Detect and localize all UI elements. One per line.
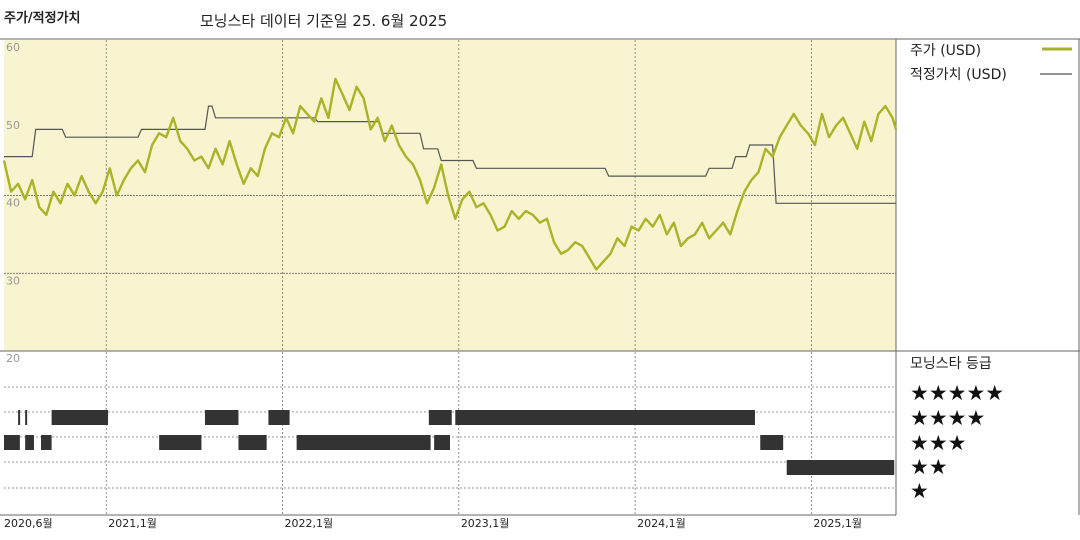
rating-bar-3-star (760, 435, 784, 450)
rating-bar-3-star (41, 435, 52, 450)
y-axis-ticks: 60 50 40 30 20 (6, 41, 20, 365)
x-tick-label: 2022,1월 (285, 517, 334, 530)
rating-4-stars: ★★★★ (910, 406, 985, 430)
fair-value-line (4, 105, 896, 204)
chart-subtitle: 모닝스타 데이터 기준일 25. 6월 2025 (200, 12, 448, 30)
rating-legend: 모닝스타 등급 ★★★★★ ★★★★ ★★★ ★★ ★ (910, 356, 1004, 503)
x-tick-label: 2023,1월 (461, 517, 510, 530)
rating-bar-2-star (786, 460, 895, 475)
rating-bars (4, 410, 895, 475)
rating-bar-4-star (428, 410, 452, 425)
rating-bar-3-star (296, 435, 431, 450)
y-tick-label: 60 (6, 41, 20, 54)
y-tick-label: 30 (6, 274, 20, 287)
rating-bar-4-star (204, 410, 239, 425)
rating-bar-4-star (455, 410, 755, 425)
rating-1-star: ★ (910, 479, 929, 503)
rating-bar-4-star (268, 410, 290, 425)
rating-3-stars: ★★★ (910, 431, 966, 455)
rating-bar-3-star (238, 435, 267, 450)
rating-bar-4-star (25, 410, 28, 425)
rating-bar-3-star (434, 435, 450, 450)
rating-5-stars: ★★★★★ (910, 381, 1004, 405)
rating-title: 모닝스타 등급 (910, 356, 992, 372)
x-tick-label: 2021,1월 (108, 517, 157, 530)
rating-bar-3-star (159, 435, 202, 450)
legend: 주가 (USD) 적정가치 (USD) (910, 43, 1072, 83)
x-tick-label: 2024,1월 (637, 517, 686, 530)
rating-2-stars: ★★ (910, 455, 948, 479)
y-tick-label: 50 (6, 119, 20, 132)
price-line (2, 77, 898, 271)
chart-frame (0, 38, 1080, 516)
y-tick-label: 20 (6, 352, 20, 365)
rating-bar-3-star (25, 435, 34, 450)
chart-title: 주가/적정가치 (4, 11, 81, 26)
legend-price-label: 주가 (USD) (910, 43, 981, 59)
x-axis-ticks: 2020,6월 2021,1월 2022,1월 2023,1월 2024,1월 2025,… (4, 517, 862, 530)
rating-bar-4-star (18, 410, 21, 425)
x-tick-label: 2025,1월 (813, 517, 862, 530)
y-tick-label: 40 (6, 197, 20, 210)
legend-fair-value-label: 적정가치 (USD) (910, 67, 1007, 83)
rating-bar-4-star (51, 410, 109, 425)
x-tick-label: 2020,6월 (4, 517, 53, 530)
rating-bar-3-star (4, 435, 20, 450)
